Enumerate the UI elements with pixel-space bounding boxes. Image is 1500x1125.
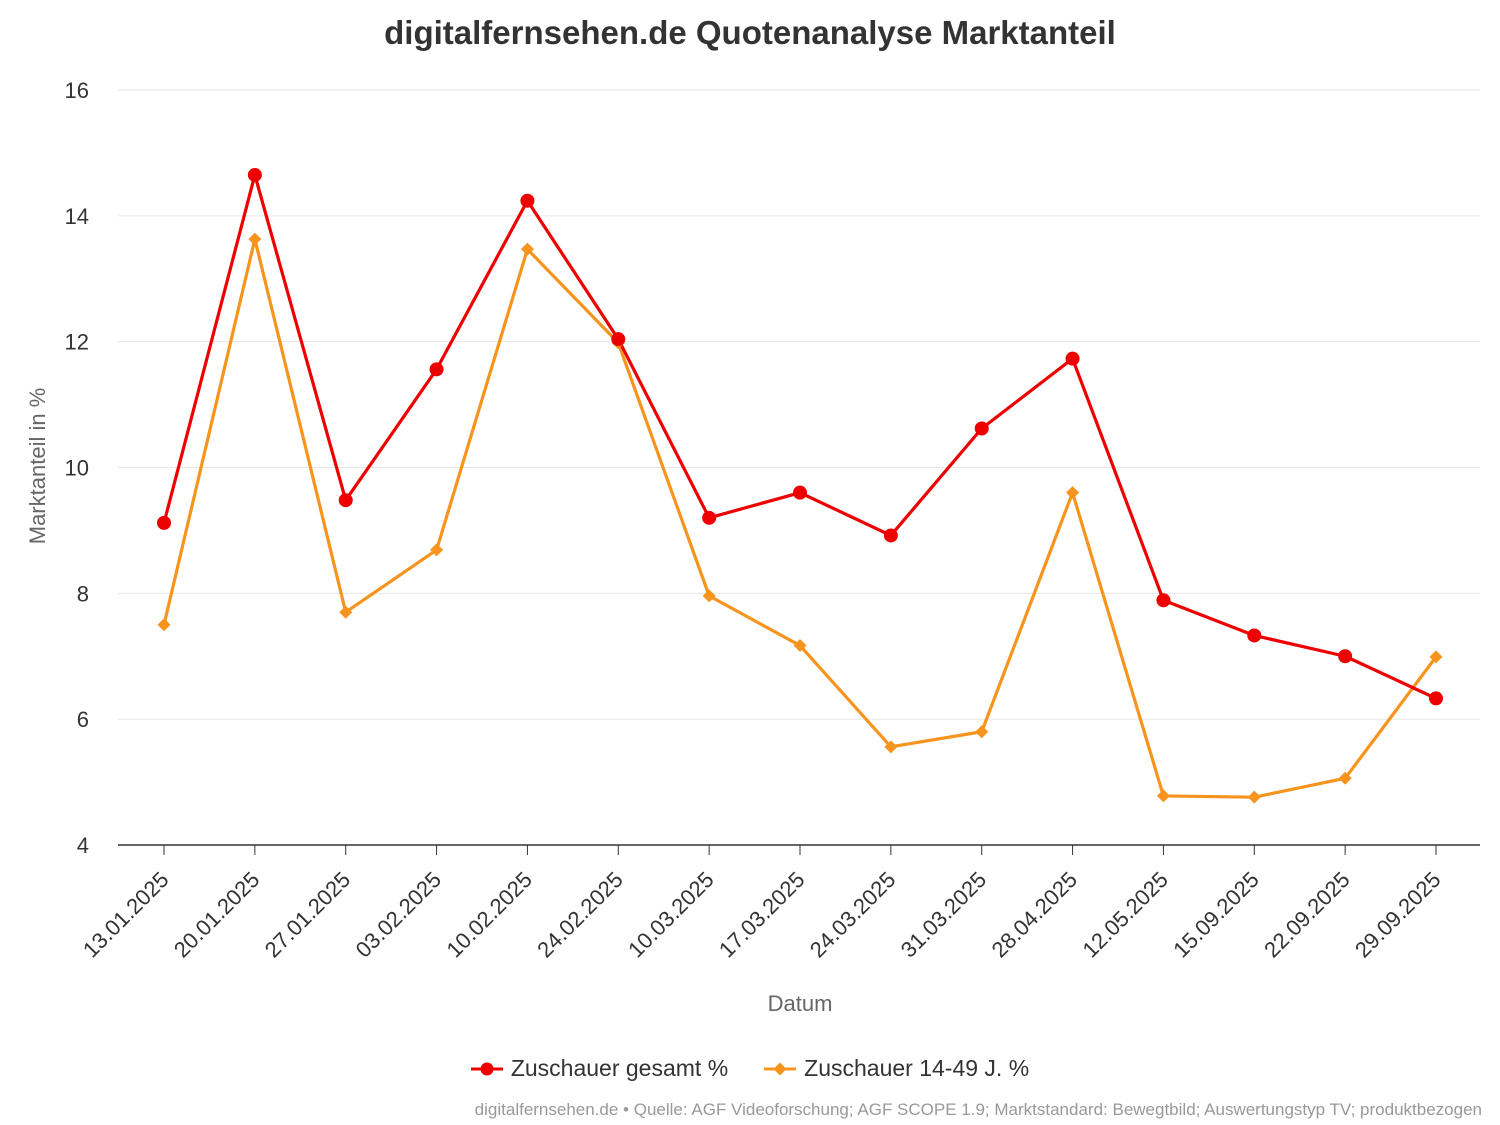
data-point-14-49[interactable]	[520, 242, 534, 256]
data-point-14-49[interactable]	[1066, 486, 1080, 500]
data-point-gesamt[interactable]	[883, 528, 898, 543]
data-point-14-49[interactable]	[975, 725, 989, 739]
data-point-gesamt[interactable]	[157, 515, 171, 530]
y-tick-label: 6	[77, 707, 89, 732]
legend-item-14-49[interactable]: Zuschauer 14-49 J. %	[764, 1055, 1029, 1082]
grid-lines	[118, 89, 1480, 846]
x-axis-title: Datum	[768, 991, 833, 1016]
data-point-14-49[interactable]	[1247, 790, 1261, 804]
x-tick-label: 24.02.2025	[532, 867, 628, 963]
x-tick-label: 31.03.2025	[896, 867, 992, 963]
circle-marker-icon	[470, 1062, 503, 1075]
data-point-gesamt[interactable]	[338, 493, 353, 508]
data-point-14-49[interactable]	[793, 639, 807, 653]
data-point-14-49[interactable]	[248, 232, 262, 246]
series-line	[162, 173, 1438, 701]
series-line	[162, 237, 1438, 799]
y-tick-label: 10	[65, 456, 89, 481]
data-point-gesamt[interactable]	[429, 362, 444, 377]
y-axis-ticks: 4 6 8 10 12 14 16	[65, 78, 89, 858]
x-tick-label: 27.01.2025	[260, 867, 356, 963]
data-point-gesamt[interactable]	[974, 421, 989, 436]
data-point-gesamt[interactable]	[247, 167, 262, 182]
x-tick-label: 10.02.2025	[441, 867, 537, 963]
legend-label-gesamt: Zuschauer gesamt %	[510, 1055, 729, 1081]
data-point-gesamt[interactable]	[1065, 351, 1080, 366]
data-point-gesamt[interactable]	[611, 332, 626, 347]
data-point-14-49[interactable]	[884, 740, 898, 754]
data-point-14-49[interactable]	[339, 605, 353, 619]
x-tick-label: 20.01.2025	[169, 867, 265, 963]
y-tick-label: 4	[77, 833, 89, 858]
x-axis-ticks: 13.01.202520.01.202527.01.202503.02.2025…	[78, 845, 1446, 962]
data-point-gesamt[interactable]	[1338, 649, 1353, 664]
data-point-14-49[interactable]	[157, 618, 171, 632]
data-point-gesamt[interactable]	[793, 485, 807, 500]
data-point-gesamt[interactable]	[702, 510, 717, 525]
data-point-gesamt[interactable]	[1156, 593, 1171, 608]
credits-source[interactable]: digitalfernsehen.de • Quelle: AGF Videof…	[474, 1100, 1482, 1119]
x-tick-label: 17.03.2025	[714, 867, 810, 963]
x-tick-label: 29.09.2025	[1350, 867, 1446, 963]
x-tick-label: 22.09.2025	[1259, 867, 1355, 963]
series-group	[157, 167, 1443, 804]
x-tick-label: 15.09.2025	[1168, 867, 1264, 963]
diamond-marker-icon	[764, 1062, 797, 1075]
x-tick-label: 12.05.2025	[1077, 867, 1173, 963]
x-tick-label: 03.02.2025	[351, 867, 447, 963]
legend: Zuschauer gesamt % Zuschauer 14-49 J. %	[0, 1055, 1500, 1082]
data-point-14-49[interactable]	[1429, 650, 1443, 664]
data-point-gesamt[interactable]	[520, 193, 535, 208]
x-tick-label: 13.01.2025	[78, 867, 174, 963]
y-tick-label: 14	[65, 204, 89, 229]
data-point-14-49[interactable]	[430, 543, 444, 557]
legend-label-14-49: Zuschauer 14-49 J. %	[804, 1055, 1030, 1081]
y-tick-label: 8	[77, 581, 89, 606]
x-tick-label: 28.04.2025	[987, 867, 1083, 963]
y-axis-title: Marktanteil in %	[25, 388, 50, 545]
x-tick-label: 24.03.2025	[805, 867, 901, 963]
x-tick-label: 10.03.2025	[623, 867, 719, 963]
data-point-14-49[interactable]	[1338, 771, 1352, 785]
data-point-14-49[interactable]	[1156, 789, 1170, 803]
chart-title: digitalfernsehen.de Quotenanalyse Markta…	[384, 14, 1116, 51]
y-tick-label: 12	[65, 330, 89, 355]
data-point-gesamt[interactable]	[1247, 628, 1262, 643]
data-point-14-49[interactable]	[702, 589, 716, 603]
y-tick-label: 16	[65, 78, 89, 103]
data-point-gesamt[interactable]	[1429, 691, 1443, 706]
legend-item-gesamt[interactable]: Zuschauer gesamt %	[470, 1055, 729, 1082]
